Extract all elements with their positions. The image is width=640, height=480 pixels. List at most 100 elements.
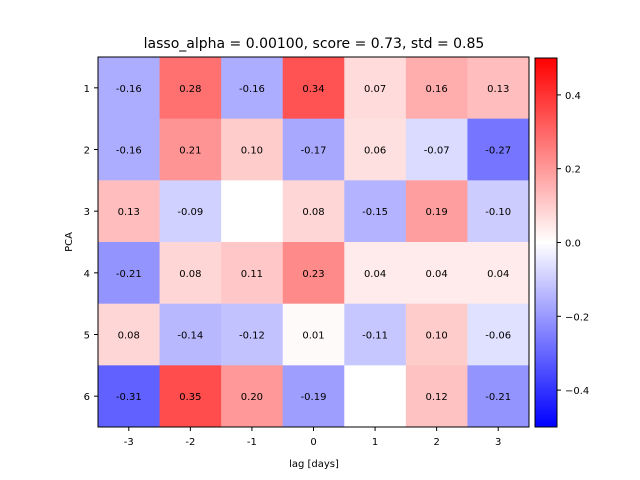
heatmap-cell <box>467 303 530 366</box>
cell-value-label: -0.10 <box>485 207 511 218</box>
heatmap-cell-labels: -0.16 0.28 -0.16 0.34 0.07 0.16 0.13 -0.16 0.21 0… <box>116 84 511 403</box>
cell-value-label: 0.10 <box>426 331 448 342</box>
heatmap-cell <box>98 57 161 120</box>
cell-value-label: -0.11 <box>362 331 388 342</box>
heatmap-cell <box>159 180 222 243</box>
x-tick-label: 2 <box>433 437 439 448</box>
y-tick-label: 1 <box>84 84 90 95</box>
heatmap-cell <box>467 180 530 243</box>
cell-value-label: -0.19 <box>301 392 327 403</box>
heatmap-cell <box>344 180 407 243</box>
cell-value-label: 0.10 <box>241 146 263 157</box>
heatmap-cell <box>405 365 468 428</box>
cell-value-label: -0.21 <box>485 392 511 403</box>
heatmap-cell <box>221 118 284 181</box>
cell-value-label: 0.19 <box>426 207 448 218</box>
cell-value-label: 0.08 <box>118 331 140 342</box>
cell-value-label: 0.35 <box>179 392 201 403</box>
colorbar-ticks: 0.4 0.2 0.0 −0.2 −0.4 <box>557 91 589 397</box>
y-axis-ticks: 1 2 3 4 5 6 <box>84 84 98 403</box>
heatmap-cell <box>467 57 530 120</box>
cell-value-label: -0.16 <box>116 146 142 157</box>
cell-value-label: 0.13 <box>487 84 509 95</box>
heatmap-cell <box>405 57 468 120</box>
heatmap-cell <box>405 118 468 181</box>
colorbar-tick-label: −0.2 <box>565 312 589 323</box>
cell-value-label: 0.08 <box>179 269 201 280</box>
heatmap-cell <box>405 242 468 305</box>
y-tick-label: 3 <box>84 207 90 218</box>
cell-value-label: 0.12 <box>426 392 448 403</box>
cell-value-label: 0.06 <box>364 146 386 157</box>
heatmap-cell <box>467 118 530 181</box>
colorbar-tick-label: 0.0 <box>565 239 581 250</box>
x-tick-label: 3 <box>495 437 501 448</box>
y-tick-label: 2 <box>84 146 90 157</box>
colorbar <box>534 57 558 428</box>
cell-value-label: -0.06 <box>485 331 511 342</box>
heatmap-cell <box>282 118 345 181</box>
cell-value-label: -0.31 <box>116 392 142 403</box>
cell-value-label: -0.09 <box>177 207 203 218</box>
cell-value-label: 0.04 <box>487 269 509 280</box>
heatmap-cell <box>159 365 222 428</box>
y-tick-label: 6 <box>84 392 90 403</box>
x-tick-label: 0 <box>310 437 316 448</box>
cell-value-label: -0.16 <box>239 84 265 95</box>
cell-value-label: -0.14 <box>177 331 203 342</box>
heatmap-cell <box>98 180 161 243</box>
heatmap-cell <box>405 303 468 366</box>
heatmap-cell <box>282 57 345 120</box>
cell-value-label: 0.07 <box>364 84 386 95</box>
cell-value-label: -0.15 <box>362 207 388 218</box>
heatmap-cell <box>467 242 530 305</box>
cell-value-label: 0.13 <box>118 207 140 218</box>
cell-value-label: 0.20 <box>241 392 263 403</box>
y-axis-label: PCA <box>64 232 75 252</box>
colorbar-tick-label: 0.4 <box>565 91 581 102</box>
heatmap-cell <box>282 242 345 305</box>
heatmap-cell <box>221 57 284 120</box>
colorbar-tick-label: 0.2 <box>565 165 581 176</box>
cell-value-label: -0.17 <box>301 146 327 157</box>
y-tick-label: 5 <box>84 331 90 342</box>
heatmap-cell <box>159 118 222 181</box>
heatmap-cell <box>98 118 161 181</box>
heatmap-cell <box>159 57 222 120</box>
cell-value-label: 0.21 <box>179 146 201 157</box>
heatmap-cell <box>467 365 530 428</box>
cell-value-label: 0.34 <box>302 84 324 95</box>
cell-value-label: 0.08 <box>302 207 324 218</box>
x-tick-label: -3 <box>124 437 134 448</box>
heatmap-cell <box>98 365 161 428</box>
cell-value-label: 0.28 <box>179 84 201 95</box>
cell-value-label: 0.23 <box>302 269 324 280</box>
chart-title: lasso_alpha = 0.00100, score = 0.73, std… <box>144 36 485 52</box>
cell-value-label: 0.11 <box>241 269 263 280</box>
heatmap-cell <box>282 180 345 243</box>
heatmap-cells <box>98 57 530 428</box>
heatmap-cell <box>98 242 161 305</box>
cell-value-label: 0.16 <box>426 84 448 95</box>
heatmap-cell <box>221 242 284 305</box>
cell-value-label: 0.04 <box>426 269 448 280</box>
heatmap-cell <box>98 303 161 366</box>
colorbar-tick-label: −0.4 <box>565 386 589 397</box>
heatmap-cell <box>405 180 468 243</box>
heatmap-cell <box>282 303 345 366</box>
heatmap-cell <box>221 365 284 428</box>
heatmap-cell <box>221 303 284 366</box>
x-tick-label: -1 <box>247 437 257 448</box>
heatmap-cell <box>344 303 407 366</box>
heatmap-cell <box>282 365 345 428</box>
cell-value-label: -0.16 <box>116 84 142 95</box>
cell-value-label: 0.04 <box>364 269 386 280</box>
cell-value-label: -0.12 <box>239 331 265 342</box>
cell-value-label: -0.07 <box>424 146 450 157</box>
heatmap-cell <box>344 365 407 428</box>
cell-value-label: 0.01 <box>302 331 324 342</box>
x-axis-label: lag [days] <box>289 459 339 470</box>
heatmap-cell <box>159 303 222 366</box>
heatmap-cell <box>159 242 222 305</box>
